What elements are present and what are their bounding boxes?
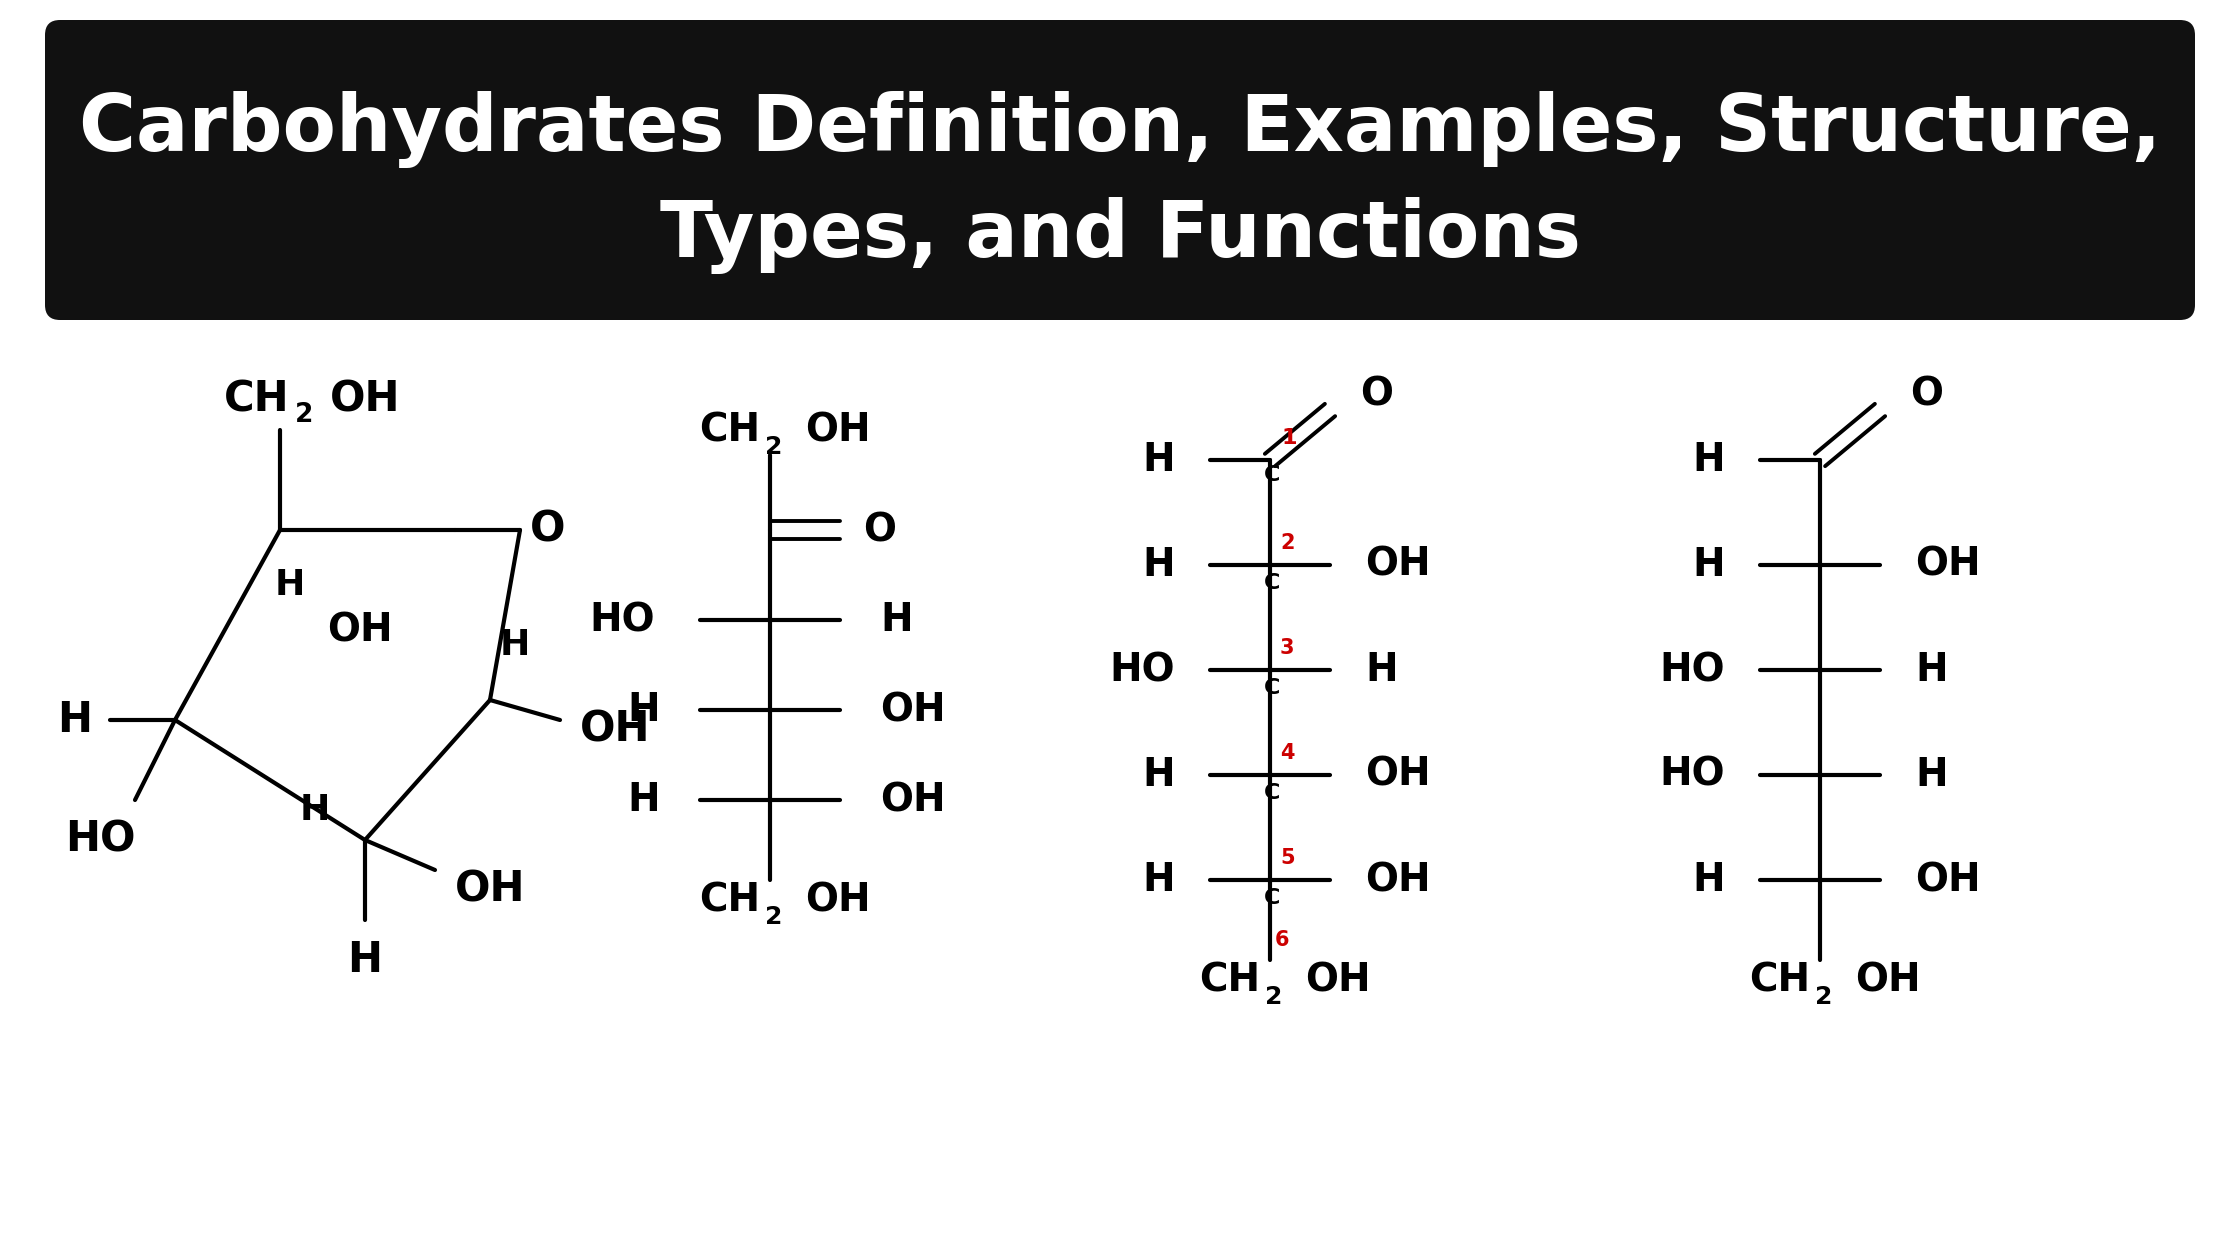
Text: 2: 2: [296, 402, 314, 428]
Text: OH: OH: [1915, 546, 1980, 583]
Text: CH: CH: [1749, 961, 1810, 999]
FancyBboxPatch shape: [45, 20, 2195, 320]
Text: Types, and Functions: Types, and Functions: [659, 197, 1581, 273]
Text: 6: 6: [1275, 930, 1290, 950]
Text: O: O: [1360, 375, 1393, 415]
Text: CH: CH: [699, 411, 759, 449]
Text: H: H: [300, 793, 329, 827]
Text: HO: HO: [589, 601, 654, 639]
Text: OH: OH: [327, 611, 392, 649]
Text: OH: OH: [1364, 546, 1431, 583]
Text: H: H: [500, 627, 531, 662]
Text: 2: 2: [766, 435, 782, 459]
Text: OH: OH: [1306, 961, 1371, 999]
Text: C: C: [1263, 465, 1281, 485]
Text: H: H: [627, 781, 661, 819]
Text: H: H: [1364, 651, 1398, 689]
Text: H: H: [58, 699, 92, 741]
Text: OH: OH: [580, 709, 650, 751]
Text: C: C: [1263, 888, 1281, 908]
Text: CH: CH: [224, 379, 289, 421]
Text: OH: OH: [880, 781, 945, 819]
Text: C: C: [1263, 782, 1281, 803]
Text: HO: HO: [1660, 756, 1725, 794]
Text: C: C: [1263, 678, 1281, 698]
Text: CH: CH: [699, 881, 759, 919]
Text: OH: OH: [1364, 861, 1431, 898]
Text: H: H: [1693, 441, 1725, 479]
Text: H: H: [880, 601, 912, 639]
Text: 2: 2: [766, 905, 782, 929]
Text: O: O: [862, 512, 896, 549]
Text: H: H: [1915, 651, 1947, 689]
Text: O: O: [531, 509, 567, 551]
Text: OH: OH: [1855, 961, 1920, 999]
Text: C: C: [1263, 573, 1281, 593]
Text: 2: 2: [1279, 533, 1295, 553]
Text: H: H: [1693, 861, 1725, 898]
Text: 5: 5: [1279, 848, 1295, 868]
Text: OH: OH: [455, 869, 524, 911]
Text: OH: OH: [804, 881, 871, 919]
Text: H: H: [1915, 756, 1947, 794]
Text: HO: HO: [65, 819, 134, 861]
Text: H: H: [1142, 756, 1176, 794]
Text: H: H: [1693, 546, 1725, 583]
Text: H: H: [1142, 546, 1176, 583]
Text: HO: HO: [1109, 651, 1176, 689]
Text: OH: OH: [1915, 861, 1980, 898]
Text: H: H: [347, 939, 383, 982]
Text: H: H: [627, 690, 661, 730]
Text: H: H: [1142, 441, 1176, 479]
Text: 4: 4: [1279, 743, 1295, 764]
Text: CH: CH: [1198, 961, 1259, 999]
Text: OH: OH: [880, 690, 945, 730]
Text: Carbohydrates Definition, Examples, Structure,: Carbohydrates Definition, Examples, Stru…: [78, 92, 2162, 169]
Text: 2: 2: [1266, 985, 1281, 1009]
Text: 2: 2: [1814, 985, 1832, 1009]
Text: O: O: [1911, 375, 1942, 415]
Text: OH: OH: [804, 411, 871, 449]
Text: OH: OH: [329, 379, 401, 421]
Text: OH: OH: [1364, 756, 1431, 794]
Text: H: H: [1142, 861, 1176, 898]
Text: H: H: [276, 568, 305, 602]
Text: HO: HO: [1660, 651, 1725, 689]
Text: 1: 1: [1281, 428, 1297, 449]
Text: 3: 3: [1279, 638, 1295, 658]
